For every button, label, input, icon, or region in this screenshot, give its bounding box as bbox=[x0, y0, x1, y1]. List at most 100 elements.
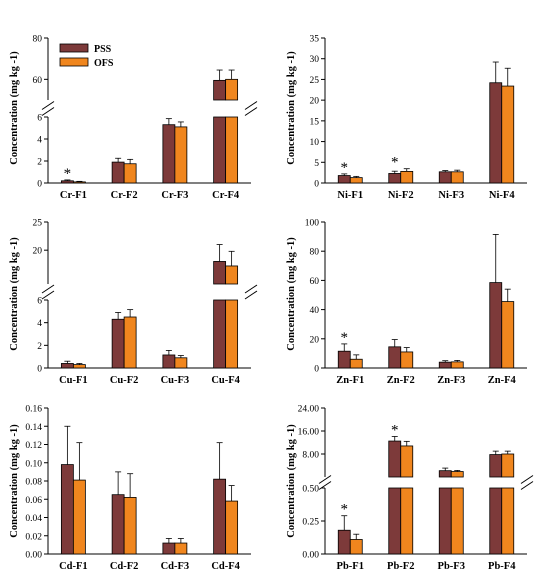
y-tick-label: 30 bbox=[310, 55, 320, 65]
y-tick-label: 100 bbox=[305, 219, 320, 229]
y-tick-label: 15 bbox=[310, 117, 320, 127]
y-tick-label: 60 bbox=[33, 76, 43, 86]
bar-pss bbox=[489, 82, 503, 184]
bar-ofs bbox=[501, 487, 515, 555]
bar-ofs bbox=[123, 163, 137, 184]
category-label: Cu-F1 bbox=[59, 375, 88, 386]
chart-panel-1: Concentration (mg kg -1) 60 80 0 2 4 6 Cr-F1 * Cr… bbox=[9, 35, 258, 201]
y-tick-label: 0.00 bbox=[302, 551, 319, 561]
significance-asterisk: * bbox=[391, 155, 399, 171]
category-label: Cd-F1 bbox=[59, 561, 88, 572]
y-tick-label: 0.14 bbox=[25, 423, 42, 433]
bar-ofs bbox=[349, 358, 363, 369]
axis-break-mark bbox=[41, 101, 55, 110]
bar-pss bbox=[111, 494, 125, 555]
bar-ofs bbox=[400, 445, 414, 478]
category-label: Ni-F2 bbox=[388, 190, 414, 201]
y-tick-label: 0.50 bbox=[302, 485, 319, 495]
y-tick-label: 20 bbox=[310, 97, 320, 107]
bar-ofs bbox=[225, 116, 239, 184]
bar-ofs bbox=[225, 265, 239, 285]
bar-pss bbox=[388, 440, 402, 478]
legend-label-pss: PSS bbox=[94, 44, 112, 55]
axis-break-mark bbox=[318, 475, 332, 484]
bar-ofs bbox=[501, 453, 515, 478]
chart-panel-6: Concentration (mg kg -1) 8.00 16.00 24.00 0.… bbox=[286, 405, 534, 572]
category-label: Zn-F2 bbox=[387, 375, 415, 386]
bar-pss bbox=[111, 161, 125, 184]
y-tick-label: 0 bbox=[314, 180, 319, 190]
bar-pss bbox=[438, 361, 452, 369]
axis-break-mark bbox=[520, 475, 534, 484]
y-tick-label: 0.12 bbox=[25, 441, 42, 451]
bar-pss bbox=[213, 261, 227, 285]
y-tick-label: 5 bbox=[314, 159, 319, 169]
category-label: Pb-F2 bbox=[387, 561, 414, 572]
bar-pss bbox=[489, 454, 503, 478]
bar-ofs bbox=[450, 471, 464, 478]
y-tick-label: 0.02 bbox=[25, 532, 42, 542]
significance-asterisk: * bbox=[341, 160, 349, 176]
legend-label-ofs: OFS bbox=[94, 58, 114, 69]
category-label: Cu-F2 bbox=[110, 375, 139, 386]
bar-pss bbox=[213, 478, 227, 555]
significance-asterisk: * bbox=[341, 502, 349, 518]
axis-break-mark bbox=[41, 107, 55, 116]
axis-break-mark bbox=[244, 284, 258, 294]
bar-ofs bbox=[72, 479, 86, 555]
bar-pss bbox=[438, 171, 452, 184]
category-label: Cr-F2 bbox=[111, 190, 138, 201]
y-tick-label: 0.08 bbox=[25, 478, 42, 488]
y-tick-label: 24.00 bbox=[298, 405, 320, 415]
bar-pss bbox=[162, 542, 176, 555]
category-label: Pb-F1 bbox=[337, 561, 364, 572]
y-tick-label: 20 bbox=[310, 335, 320, 345]
category-label: Zn-F1 bbox=[336, 375, 364, 386]
y-tick-label: 0.06 bbox=[25, 496, 42, 506]
bar-pss bbox=[438, 470, 452, 478]
y-tick-label: 10 bbox=[310, 138, 320, 148]
bar-ofs bbox=[501, 301, 515, 369]
bar-pss bbox=[337, 175, 351, 184]
y-tick-label: 0.10 bbox=[25, 459, 42, 469]
bar-pss bbox=[337, 529, 351, 555]
category-label: Cd-F2 bbox=[110, 561, 139, 572]
y-tick-label: 0.16 bbox=[25, 405, 42, 415]
axis-break-mark bbox=[41, 290, 55, 300]
y-axis-label: Concentration (mg kg -1) bbox=[9, 51, 20, 165]
y-tick-label: 0.25 bbox=[302, 518, 319, 528]
bar-pss bbox=[388, 173, 402, 184]
legend-swatch-ofs bbox=[59, 57, 89, 67]
bar-ofs bbox=[349, 539, 363, 555]
y-tick-label: 60 bbox=[310, 277, 320, 287]
category-label: Cd-F4 bbox=[211, 561, 240, 572]
y-tick-label: 0.00 bbox=[25, 551, 42, 561]
bar-pss bbox=[162, 124, 176, 184]
bar-pss bbox=[388, 487, 402, 555]
y-tick-label: 2 bbox=[37, 158, 42, 168]
axis-break-mark bbox=[520, 481, 534, 490]
y-tick-label: 6 bbox=[37, 297, 42, 307]
category-label: Cr-F3 bbox=[161, 190, 188, 201]
bar-ofs bbox=[225, 299, 239, 369]
bar-ofs bbox=[174, 126, 188, 184]
significance-asterisk: * bbox=[64, 166, 72, 182]
bar-ofs bbox=[72, 364, 86, 369]
bar-pss bbox=[111, 318, 125, 369]
y-tick-label: 25 bbox=[33, 219, 43, 229]
category-label: Zn-F3 bbox=[437, 375, 465, 386]
bar-pss bbox=[60, 363, 74, 369]
bar-ofs bbox=[450, 487, 464, 555]
bar-ofs bbox=[174, 357, 188, 369]
y-tick-label: 40 bbox=[310, 306, 320, 316]
bar-ofs bbox=[501, 85, 515, 184]
y-axis-label: Concentration (mg kg -1) bbox=[286, 51, 297, 165]
bar-pss bbox=[213, 299, 227, 369]
bar-ofs bbox=[72, 181, 86, 184]
bar-ofs bbox=[400, 351, 414, 369]
y-tick-label: 20 bbox=[33, 247, 43, 257]
y-tick-label: 4 bbox=[37, 319, 42, 329]
bar-pss bbox=[213, 79, 227, 101]
y-tick-label: 0 bbox=[37, 180, 42, 190]
